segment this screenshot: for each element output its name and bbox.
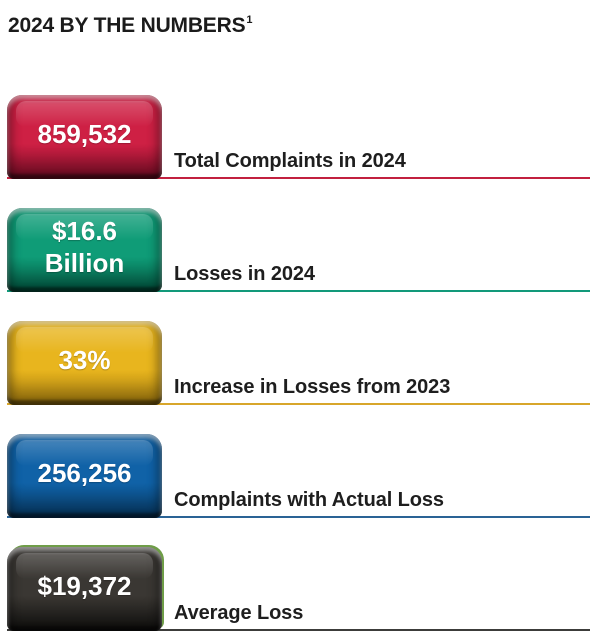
stat-row-losses: $16.6 Billion Losses in 2024: [7, 208, 590, 292]
stat-badge-losses: $16.6 Billion: [7, 208, 162, 292]
footnote-marker: 1: [246, 14, 253, 26]
row-underline: [7, 516, 590, 518]
stat-label: Losses in 2024: [174, 263, 315, 285]
stat-value: 256,256: [37, 457, 132, 488]
row-underline: [7, 403, 590, 405]
stat-row-total-complaints: 859,532 Total Complaints in 2024: [7, 95, 590, 179]
stat-badge-complaints-with-loss: 256,256: [7, 434, 162, 518]
stat-value: 859,532: [37, 118, 132, 149]
stat-label: Average Loss: [174, 602, 304, 624]
stat-label: Total Complaints in 2024: [174, 150, 406, 172]
stats-list: 859,532 Total Complaints in 2024 $16.6 B…: [7, 95, 590, 631]
stat-label: Increase in Losses from 2023: [174, 376, 451, 398]
page-title: 2024 BY THE NUMBERS1: [8, 9, 590, 38]
stat-row-complaints-with-loss: 256,256 Complaints with Actual Loss: [7, 434, 590, 518]
page-title-text: 2024 BY THE NUMBERS: [8, 14, 246, 37]
stat-row-loss-increase: 33% Increase in Losses from 2023: [7, 321, 590, 405]
stat-row-average-loss: $19,372 Average Loss: [7, 547, 590, 631]
stat-value: 33%: [58, 344, 111, 375]
stat-value: $16.6 Billion: [44, 215, 125, 278]
row-underline: [7, 629, 590, 631]
stat-badge-average-loss: $19,372: [7, 547, 162, 631]
row-underline: [7, 177, 590, 179]
stat-badge-loss-increase: 33%: [7, 321, 162, 405]
stat-label: Complaints with Actual Loss: [174, 489, 444, 511]
row-underline: [7, 290, 590, 292]
stat-value: $19,372: [37, 570, 132, 601]
stat-badge-total-complaints: 859,532: [7, 95, 162, 179]
